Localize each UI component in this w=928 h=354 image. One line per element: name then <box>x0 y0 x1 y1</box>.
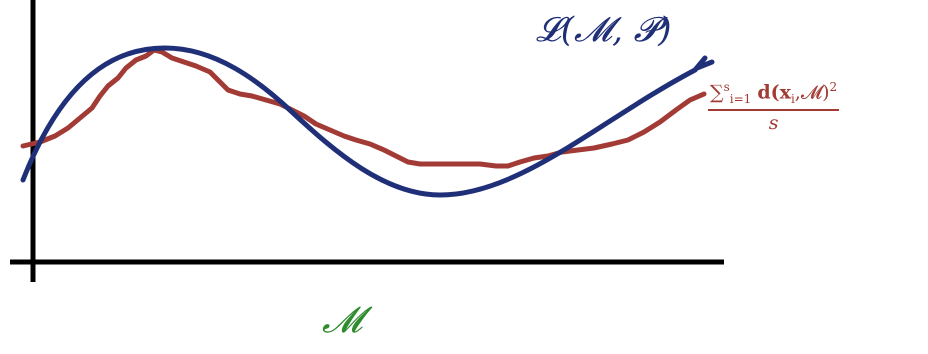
sum-upper-limit: s <box>723 80 730 94</box>
distance-term-index: i <box>790 92 795 107</box>
distance-term-power: 2 <box>829 80 838 94</box>
empirical-loss-curve <box>20 47 707 169</box>
empirical-loss-denominator: s <box>768 112 779 135</box>
true-loss-curve <box>20 45 715 198</box>
true-loss-label: 𝓛(𝓜, 𝓟) <box>536 10 672 50</box>
sum-lower-limit: i=1 <box>729 92 752 107</box>
sum-symbol: ∑ <box>710 81 724 104</box>
distance-term-manifold: ,𝓜) <box>794 81 830 104</box>
distance-term: d(x <box>757 81 791 104</box>
empirical-loss-label: ∑si=1 d(xi,𝓜)2 s <box>708 80 840 135</box>
empirical-loss-numerator: ∑si=1 d(xi,𝓜)2 <box>708 80 840 112</box>
manifold-axis-label: 𝓜 <box>322 300 363 341</box>
